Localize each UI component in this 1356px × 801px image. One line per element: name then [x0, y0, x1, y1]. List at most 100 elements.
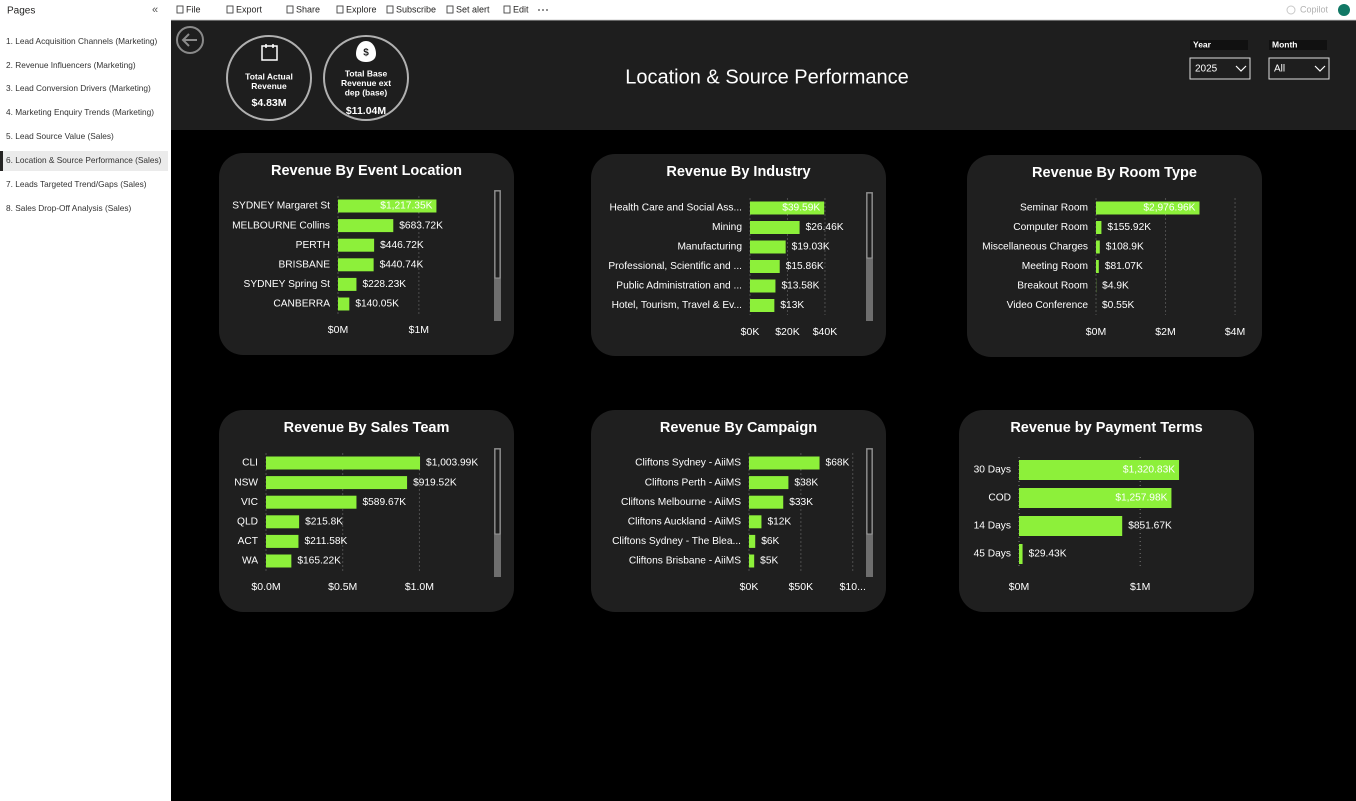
data-label: $228.23K [362, 279, 406, 290]
x-tick-label: $0K [741, 326, 760, 338]
x-tick-label: $0M [1086, 326, 1106, 338]
chart-card [591, 154, 886, 356]
bar [338, 238, 375, 252]
category-label: SYDNEY Spring St [244, 279, 331, 290]
scrollbar-thumb[interactable] [494, 448, 501, 535]
bar [266, 554, 292, 568]
bar [750, 260, 780, 273]
page-link[interactable]: 8. Sales Drop-Off Analysis (Sales) [6, 203, 132, 213]
x-tick-label: $1M [1130, 581, 1150, 593]
filter-dropdown[interactable] [1189, 57, 1251, 80]
toolbar-button[interactable]: Set alert [456, 4, 490, 14]
chart-title: Revenue By Event Location [271, 163, 462, 179]
page-link[interactable]: 4. Marketing Enquiry Trends (Marketing) [6, 107, 154, 117]
scrollbar-thumb[interactable] [494, 190, 501, 279]
bar [266, 515, 300, 529]
page-link[interactable]: 3. Lead Conversion Drivers (Marketing) [6, 83, 151, 93]
toolbar-button[interactable]: Share [296, 4, 320, 14]
data-label: $26.46K [806, 222, 844, 233]
bar [266, 476, 408, 490]
kpi-card [226, 35, 312, 121]
data-label: $81.07K [1105, 261, 1143, 272]
back-button[interactable] [176, 26, 204, 54]
dropdown-chevron [1314, 65, 1326, 72]
category-label: NSW [234, 477, 258, 488]
data-label: $589.67K [362, 497, 406, 508]
category-label: Cliftons Sydney - AiiMS [635, 458, 741, 469]
data-label: $919.52K [413, 477, 457, 488]
data-label: $211.58K [304, 536, 347, 547]
bar [266, 495, 357, 509]
page-link[interactable]: 2. Revenue Influencers (Marketing) [6, 60, 136, 70]
category-label: Miscellaneous Charges [982, 242, 1088, 253]
refresh-button[interactable] [1338, 4, 1350, 16]
kpi-icon [356, 41, 376, 62]
page-link[interactable]: 7. Leads Targeted Trend/Gaps (Sales) [6, 179, 147, 189]
toolbar-button[interactable]: Export [236, 4, 263, 14]
x-tick-label: $0M [1009, 581, 1029, 593]
filter-label: Month [1272, 39, 1298, 49]
toolbar-icon [446, 5, 454, 14]
report-title: Location & Source Performance [625, 66, 909, 88]
data-label: $140.05K [355, 299, 399, 310]
scrollbar-thumb[interactable] [866, 192, 873, 259]
x-tick-label: $0.5M [328, 581, 357, 593]
data-label: $39.59K [782, 203, 820, 214]
toolbar-button[interactable]: Explore [346, 4, 377, 14]
bar [750, 240, 786, 254]
chart-title: Revenue By Room Type [1032, 165, 1197, 181]
bar [338, 219, 394, 233]
data-label: $1,003.99K [426, 458, 478, 469]
toolbar-button[interactable]: Subscribe [396, 4, 436, 14]
bar [750, 299, 775, 312]
category-label: Seminar Room [1020, 203, 1088, 214]
scrollbar-thumb[interactable] [866, 448, 873, 535]
toolbar-button[interactable]: File [186, 4, 201, 14]
x-tick-label: $40K [813, 326, 838, 338]
collapse-button[interactable]: « [152, 4, 158, 16]
data-label: $108.9K [1106, 242, 1144, 253]
category-label: VIC [241, 497, 258, 508]
category-label: Manufacturing [677, 242, 742, 253]
data-label: $13K [780, 300, 804, 311]
page-link[interactable]: 5. Lead Source Value (Sales) [6, 131, 114, 141]
copilot-button[interactable]: Copilot [1300, 4, 1329, 14]
chart-card [967, 155, 1262, 357]
toolbar [171, 0, 1356, 20]
data-label: $1,257.98K [1115, 493, 1167, 504]
filter-label-bg [1190, 40, 1248, 50]
more-dot[interactable] [546, 9, 548, 11]
more-dot[interactable] [538, 9, 540, 11]
kpi-value: $11.04M [346, 105, 387, 117]
data-label: $68K [826, 458, 850, 469]
category-label: Video Conference [1007, 300, 1089, 311]
category-label: Cliftons Sydney - The Blea... [612, 536, 741, 547]
bar [338, 297, 350, 311]
more-dot[interactable] [542, 9, 544, 11]
category-label: WA [242, 556, 258, 567]
kpi-label: Total Base [345, 68, 388, 78]
filter-value: All [1274, 64, 1285, 75]
bar [338, 199, 437, 213]
chart-title: Revenue by Payment Terms [1010, 420, 1202, 436]
chart-title: Revenue By Sales Team [284, 420, 450, 436]
bar [750, 201, 825, 215]
data-label: $1,217.35K [380, 201, 432, 212]
kpi-label: dep (base) [345, 87, 388, 97]
data-label: $215.8K [305, 516, 343, 527]
x-tick-label: $50K [789, 581, 814, 593]
category-label: ACT [238, 536, 258, 547]
bar [1096, 240, 1100, 254]
kpi-label: Total Actual [245, 71, 293, 81]
data-label: $155.92K [1107, 222, 1151, 233]
kpi-label: Revenue ext [341, 78, 391, 88]
page-link[interactable]: 6. Location & Source Performance (Sales) [6, 155, 162, 165]
page-link[interactable]: 1. Lead Acquisition Channels (Marketing) [6, 36, 158, 46]
category-label: Hotel, Tourism, Travel & Ev... [612, 300, 742, 311]
bar [749, 554, 755, 568]
filter-dropdown[interactable] [1268, 57, 1330, 80]
toolbar-button[interactable]: Edit [513, 4, 529, 14]
bar [338, 258, 374, 272]
toolbar-icon [386, 5, 394, 14]
